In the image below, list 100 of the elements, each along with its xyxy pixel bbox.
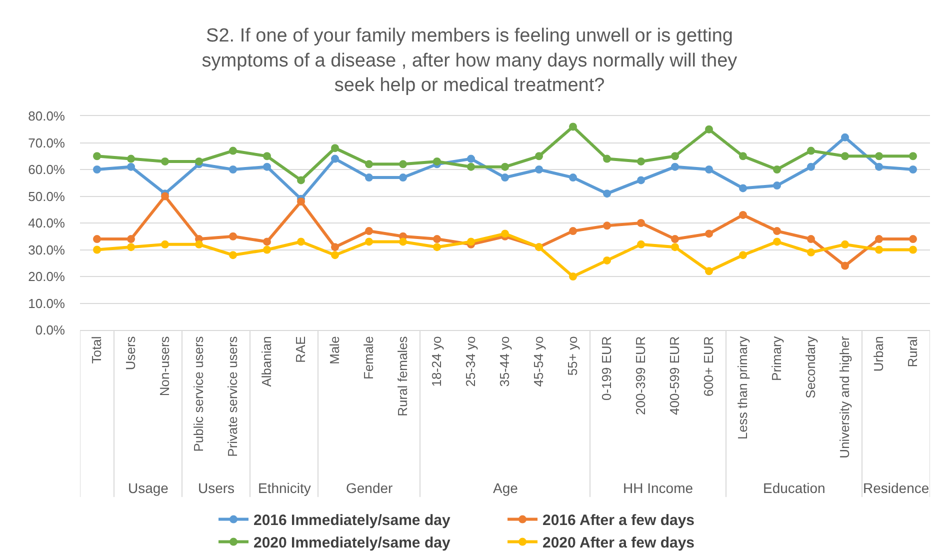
point bbox=[433, 243, 441, 252]
point bbox=[229, 166, 237, 174]
point bbox=[569, 174, 577, 182]
point bbox=[773, 166, 781, 174]
x-tick-label: Urban bbox=[871, 336, 886, 372]
point bbox=[297, 238, 305, 246]
y-tick-label: 70.0% bbox=[28, 135, 66, 150]
point bbox=[603, 154, 611, 163]
point bbox=[603, 222, 611, 230]
y-tick-label: 10.0% bbox=[28, 296, 66, 311]
x-tick-label: 400-599 EUR bbox=[667, 336, 682, 415]
x-tick-label: Albanian bbox=[259, 336, 274, 387]
point bbox=[773, 238, 781, 246]
point bbox=[161, 157, 169, 166]
point bbox=[773, 227, 781, 236]
text: Age bbox=[493, 480, 518, 496]
y-tick-label: 80.0% bbox=[28, 108, 66, 124]
point bbox=[807, 146, 815, 155]
point bbox=[637, 176, 645, 184]
point bbox=[263, 246, 271, 254]
point bbox=[807, 235, 815, 244]
point bbox=[841, 152, 849, 160]
point bbox=[195, 157, 203, 166]
point bbox=[331, 251, 339, 260]
point bbox=[705, 267, 713, 276]
point bbox=[399, 174, 407, 182]
point bbox=[331, 144, 339, 152]
point bbox=[263, 162, 271, 171]
point bbox=[229, 146, 237, 155]
point bbox=[875, 235, 883, 244]
y-tick-label: 50.0% bbox=[28, 188, 66, 204]
point bbox=[93, 166, 101, 174]
x-tick-label: Primary bbox=[769, 336, 784, 381]
point bbox=[433, 157, 441, 166]
legend-label: 2020 Immediately/same day bbox=[254, 534, 451, 552]
x-tick-label: Non-users bbox=[157, 336, 172, 396]
point bbox=[569, 272, 577, 280]
legend-label: 2016 After a few days bbox=[542, 512, 695, 530]
point bbox=[331, 243, 339, 252]
point bbox=[263, 238, 271, 246]
point bbox=[127, 154, 135, 163]
y-tick-label: 30.0% bbox=[28, 242, 66, 258]
x-tick-label: 200-399 EUR bbox=[633, 336, 648, 415]
x-tick-label: Public service users bbox=[191, 336, 206, 452]
point bbox=[93, 246, 101, 254]
point bbox=[909, 152, 917, 160]
point bbox=[841, 133, 849, 142]
point bbox=[637, 219, 645, 227]
y-tick-label: 0.0% bbox=[35, 322, 66, 338]
point bbox=[93, 152, 101, 160]
point bbox=[807, 248, 815, 256]
point bbox=[671, 152, 679, 160]
point bbox=[365, 160, 373, 168]
point bbox=[535, 166, 543, 174]
y-tick-label: 60.0% bbox=[28, 162, 66, 178]
point bbox=[603, 190, 611, 198]
point bbox=[705, 230, 713, 238]
point bbox=[195, 240, 203, 248]
point bbox=[433, 235, 441, 244]
point bbox=[263, 152, 271, 160]
point bbox=[671, 243, 679, 252]
text: Usage bbox=[128, 480, 169, 496]
x-tick-label: 45-54 yo bbox=[531, 336, 546, 387]
x-tick-label: 18-24 yo bbox=[429, 336, 444, 387]
text: Education bbox=[763, 480, 826, 496]
point bbox=[909, 166, 917, 174]
point bbox=[229, 232, 237, 240]
point bbox=[739, 251, 747, 260]
point bbox=[603, 256, 611, 264]
point bbox=[501, 174, 509, 182]
point bbox=[739, 152, 747, 160]
x-tick-label: 35-44 yo bbox=[497, 336, 512, 387]
x-tick-label: 0-199 EUR bbox=[599, 336, 614, 401]
point bbox=[807, 162, 815, 171]
x-tick-label: Secondary bbox=[803, 336, 818, 398]
point bbox=[671, 162, 679, 171]
point bbox=[671, 235, 679, 244]
point bbox=[127, 162, 135, 171]
x-tick-label: RAE bbox=[293, 336, 308, 363]
point bbox=[909, 246, 917, 254]
point bbox=[535, 152, 543, 160]
point bbox=[637, 240, 645, 248]
point bbox=[875, 162, 883, 171]
point bbox=[739, 184, 747, 192]
text: Ethnicity bbox=[258, 480, 311, 496]
point bbox=[501, 230, 509, 238]
x-tick-label: 55+ yo bbox=[565, 336, 580, 376]
x-tick-label: 600+ EUR bbox=[701, 336, 716, 397]
point bbox=[467, 162, 475, 171]
text: Users bbox=[198, 480, 235, 496]
chart-title: S2. If one of your family members is feeling unwell or is getting symptoms of a disease , after how many days normally will they seek help or medical treatment? bbox=[202, 26, 738, 96]
point bbox=[331, 154, 339, 163]
point bbox=[773, 182, 781, 190]
point bbox=[127, 235, 135, 244]
point bbox=[841, 240, 849, 248]
y-tick-label: 40.0% bbox=[28, 216, 66, 231]
text: HH Income bbox=[623, 480, 694, 496]
legend-label: 2016 Immediately/same day bbox=[254, 512, 451, 530]
x-tick-label: University and higher bbox=[837, 336, 852, 458]
point bbox=[229, 251, 237, 260]
